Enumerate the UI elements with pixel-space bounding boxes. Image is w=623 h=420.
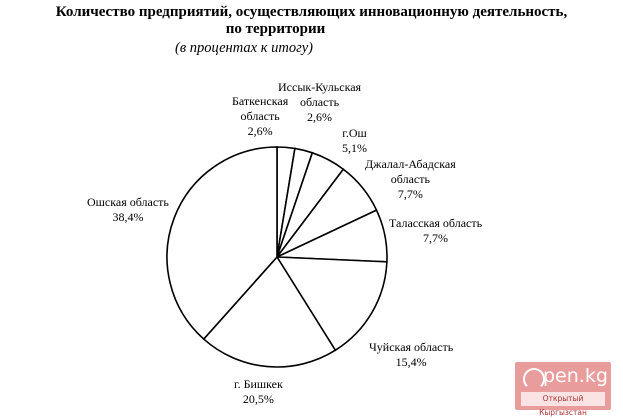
- label-text: область: [240, 109, 280, 123]
- reader-logo-icon: [523, 368, 545, 390]
- chart-subtitle: (в процентах к итогу): [175, 40, 313, 56]
- label-text: Баткенская: [232, 94, 289, 108]
- label-value: 5,1%: [342, 141, 367, 155]
- label-value: 2,6%: [247, 124, 273, 138]
- label-value: 2,6%: [307, 110, 333, 124]
- label-batken: Баткенская область 2,6%: [232, 94, 288, 139]
- pie-slice: [166, 146, 278, 341]
- pie-slice: [275, 256, 388, 352]
- label-text: область: [299, 95, 340, 109]
- label-value: 7,7%: [423, 231, 449, 245]
- label-value: 15,4%: [395, 355, 427, 369]
- watermark-logo-text: pen.kg: [543, 365, 608, 387]
- label-jalal-abad: Джалал-Абадская область 7,7%: [365, 157, 456, 202]
- label-osh-region: Ошская область 38,4%: [87, 195, 169, 225]
- label-text: Чуйская область: [369, 340, 454, 354]
- watermark-tagline: Открытый Кыргызстан: [521, 392, 605, 417]
- watermark-open-kg: pen.kg Открытый Кыргызстан: [515, 362, 611, 417]
- label-issyk-kul: Иссык-Кульская область 2,6%: [278, 80, 361, 125]
- label-talas: Таласская область 7,7%: [389, 216, 482, 246]
- label-osh-city: г.Ош 5,1%: [342, 126, 367, 156]
- pie-slice: [202, 255, 337, 368]
- label-text: Иссык-Кульская: [278, 80, 362, 94]
- label-chui: Чуйская область 15,4%: [369, 340, 453, 370]
- label-bishkek: г. Бишкек 20,5%: [234, 377, 283, 407]
- label-value: 38,4%: [112, 210, 144, 224]
- label-text: г. Бишкек: [234, 377, 283, 391]
- label-value: 7,7%: [397, 187, 423, 201]
- chart-title-line1: Количество предприятий, осуществляющих и…: [55, 4, 568, 20]
- label-text: Ошская область: [87, 195, 169, 209]
- label-text: Таласская область: [389, 216, 483, 230]
- label-text: область: [390, 172, 430, 186]
- label-text: г.Ош: [342, 126, 367, 140]
- chart-title-line2: по территории: [225, 21, 326, 37]
- label-text: Джалал-Абадская: [365, 157, 456, 171]
- label-value: 20,5%: [242, 392, 274, 406]
